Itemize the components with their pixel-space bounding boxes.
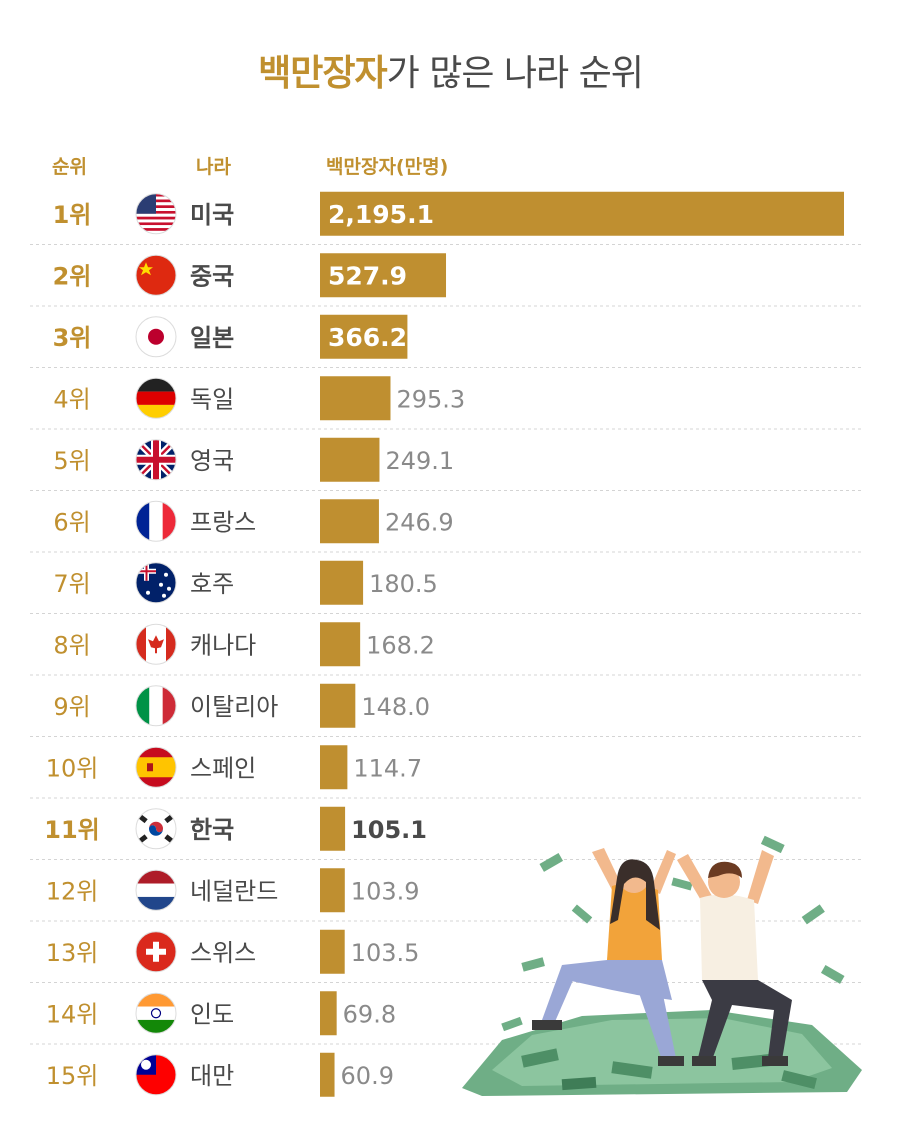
bar (320, 991, 337, 1036)
value-label: 295.3 (396, 385, 465, 413)
germany-flag-icon (135, 377, 177, 419)
country-label: 일본 (190, 324, 234, 352)
value-label: 105.1 (351, 816, 427, 844)
page-title: 백만장자가 많은 나라 순위 (0, 44, 901, 96)
bar (320, 191, 844, 236)
chart-row-14: 14위 인도 69.8 (30, 991, 862, 1045)
rank-label: 7위 (53, 570, 90, 598)
value-label: 103.9 (351, 877, 420, 905)
italy-flag-icon (135, 685, 177, 727)
chart-row-8: 8위 캐나다 168.2 (30, 622, 862, 676)
value-label: 246.9 (385, 508, 454, 536)
country-label: 스위스 (190, 939, 256, 967)
title-rest: 가 많은 나라 순위 (386, 53, 644, 94)
bar (320, 745, 348, 790)
chart-row-4: 4위 독일 295.3 (30, 376, 862, 430)
bar (320, 806, 346, 851)
bar (320, 622, 361, 667)
value-label: 69.8 (343, 1000, 396, 1028)
bar (320, 868, 345, 913)
us-flag-icon (135, 193, 177, 235)
rank-label: 11위 (44, 816, 99, 844)
bar (320, 437, 380, 482)
country-label: 이탈리아 (190, 693, 278, 721)
canada-flag-icon (135, 623, 177, 665)
value-label: 103.5 (351, 939, 420, 967)
chart-row-11: 11위 한국 105.1 (30, 806, 862, 860)
rank-label: 4위 (53, 385, 90, 413)
bar (320, 683, 356, 728)
bar (320, 499, 379, 544)
rank-label: 9위 (53, 693, 90, 721)
chart-row-7: 7위 호주 180.5 (30, 560, 862, 614)
header-value: 백만장자(만명) (326, 156, 449, 178)
rank-label: 6위 (53, 508, 90, 536)
netherlands-flag-icon (135, 869, 177, 911)
japan-flag-icon (135, 316, 177, 358)
country-label: 네덜란드 (190, 877, 278, 905)
header-country: 나라 (196, 156, 231, 178)
chart-row-6: 6위 프랑스 246.9 (30, 499, 862, 553)
rank-label: 12위 (46, 877, 99, 905)
chart-row-9: 9위 이탈리아 148.0 (30, 683, 862, 737)
bar (320, 253, 447, 298)
taiwan-flag-icon (135, 1054, 177, 1096)
rank-label: 1위 (53, 201, 92, 229)
country-label: 한국 (190, 816, 234, 844)
chart-row-5: 5위 영국 249.1 (30, 437, 862, 491)
rank-label: 10위 (46, 754, 99, 782)
country-label: 독일 (190, 385, 234, 413)
rank-label: 2위 (53, 262, 92, 290)
value-label: 249.1 (385, 447, 454, 475)
chart-row-3: 3위 일본 366.2 (30, 314, 862, 368)
country-label: 영국 (190, 447, 234, 475)
value-label: 2,195.1 (328, 200, 434, 229)
value-label: 148.0 (361, 693, 430, 721)
value-label: 527.9 (328, 261, 407, 290)
country-label: 미국 (190, 201, 234, 229)
country-label: 인도 (190, 1000, 234, 1028)
country-label: 대만 (190, 1062, 234, 1090)
china-flag-icon (135, 254, 177, 296)
bar (320, 1052, 335, 1097)
rank-label: 14위 (46, 1000, 99, 1028)
country-label: 프랑스 (190, 508, 256, 536)
value-label: 366.2 (328, 323, 407, 352)
title-highlight: 백만장자 (258, 53, 387, 94)
switzerland-flag-icon (135, 931, 177, 973)
value-label: 60.9 (341, 1062, 394, 1090)
country-label: 스페인 (190, 754, 256, 782)
chart-row-12: 12위 네덜란드 103.9 (30, 868, 862, 922)
rank-label: 8위 (53, 631, 90, 659)
rank-label: 5위 (53, 447, 90, 475)
value-label: 168.2 (366, 631, 435, 659)
bar (320, 376, 391, 421)
celebrating-couple-illustration (462, 835, 862, 1096)
korea-flag-icon (135, 808, 177, 850)
value-label: 180.5 (369, 570, 438, 598)
uk-flag-icon (135, 439, 177, 481)
rank-label: 3위 (53, 324, 92, 352)
rank-label: 15위 (46, 1062, 99, 1090)
chart-row-13: 13위 스위스 103.5 (30, 929, 862, 983)
spain-flag-icon (135, 746, 177, 788)
bar (320, 560, 364, 605)
chart-row-2: 2위 중국 527.9 (30, 253, 862, 307)
india-flag-icon (135, 992, 177, 1034)
chart-row-15: 15위 대만 60.9 (46, 1052, 394, 1097)
chart-row-10: 10위 스페인 114.7 (30, 745, 862, 799)
rank-label: 13위 (46, 939, 99, 967)
france-flag-icon (135, 500, 177, 542)
country-label: 호주 (190, 570, 234, 598)
country-label: 중국 (190, 262, 234, 290)
header-rank: 순위 (52, 156, 87, 178)
bar (320, 929, 345, 974)
value-label: 114.7 (353, 754, 422, 782)
chart-row-1: 1위 미국 2,195.1 (30, 191, 862, 245)
bar (320, 314, 408, 359)
country-label: 캐나다 (190, 631, 256, 659)
australia-flag-icon (135, 562, 177, 604)
